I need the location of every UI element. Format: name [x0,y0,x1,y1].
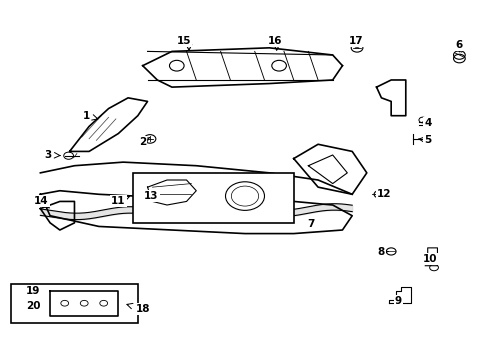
Text: 4: 4 [424,118,431,128]
Text: 1: 1 [83,111,90,121]
Text: 12: 12 [377,189,391,199]
Text: 7: 7 [307,219,315,229]
Text: 19: 19 [26,287,40,296]
Text: 20: 20 [26,301,40,311]
Text: 16: 16 [268,36,282,46]
Text: 9: 9 [395,296,402,306]
Bar [11,284,138,323]
Text: 5: 5 [424,135,431,145]
Text: 8: 8 [378,247,385,257]
Text: 17: 17 [349,36,364,46]
Text: 15: 15 [177,36,192,46]
Text: 18: 18 [135,304,150,314]
Bar [133,173,294,223]
Text: 2: 2 [139,138,147,148]
Text: 13: 13 [144,191,159,201]
Text: 6: 6 [456,40,463,50]
Text: 11: 11 [111,196,125,206]
Text: 14: 14 [34,197,49,206]
Text: 3: 3 [44,150,51,160]
Text: 10: 10 [423,254,438,264]
